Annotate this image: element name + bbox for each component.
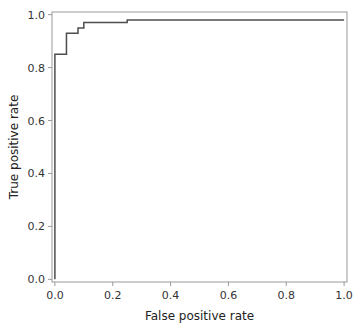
- chart: 0.0 0.2 0.4 0.6 0.8 1.0 0.0 0.2 0.4 0.6 0.8 1.0 Fals…: [0, 0, 359, 330]
- y-tick: [48, 279, 52, 280]
- y-tick: [48, 226, 52, 227]
- y-tick: [48, 14, 52, 15]
- x-tick: [344, 282, 345, 286]
- y-tick: [48, 120, 52, 121]
- y-tick-label: 0.8: [28, 62, 46, 75]
- roc-line: [55, 20, 344, 279]
- y-tick-label: 0.2: [28, 220, 46, 233]
- x-tick-label: 0.6: [220, 289, 238, 302]
- x-tick: [286, 282, 287, 286]
- chart-container: 0.0 0.2 0.4 0.6 0.8 1.0 0.0 0.2 0.4 0.6 0.8 1.0 Fals…: [0, 0, 359, 330]
- y-tick: [48, 67, 52, 68]
- x-axis-label: False positive rate: [145, 309, 254, 323]
- y-tick-label: 0.6: [28, 115, 46, 128]
- x-tick-label: 1.0: [335, 289, 353, 302]
- y-tick: [48, 173, 52, 174]
- x-tick: [112, 282, 113, 286]
- x-tick: [170, 282, 171, 286]
- plot-frame: [52, 12, 347, 282]
- x-tick-label: 0.4: [162, 289, 180, 302]
- x-tick-label: 0.2: [104, 289, 122, 302]
- y-tick-label: 0.4: [28, 167, 46, 180]
- plot-area: [55, 20, 344, 279]
- y-axis-label: True positive rate: [7, 95, 21, 201]
- y-tick-label: 1.0: [28, 9, 46, 22]
- y-tick-label: 0.0: [28, 273, 46, 286]
- x-tick-label: 0.8: [278, 289, 296, 302]
- x-tick-label: 0.0: [46, 289, 64, 302]
- x-tick: [228, 282, 229, 286]
- x-tick: [54, 282, 55, 286]
